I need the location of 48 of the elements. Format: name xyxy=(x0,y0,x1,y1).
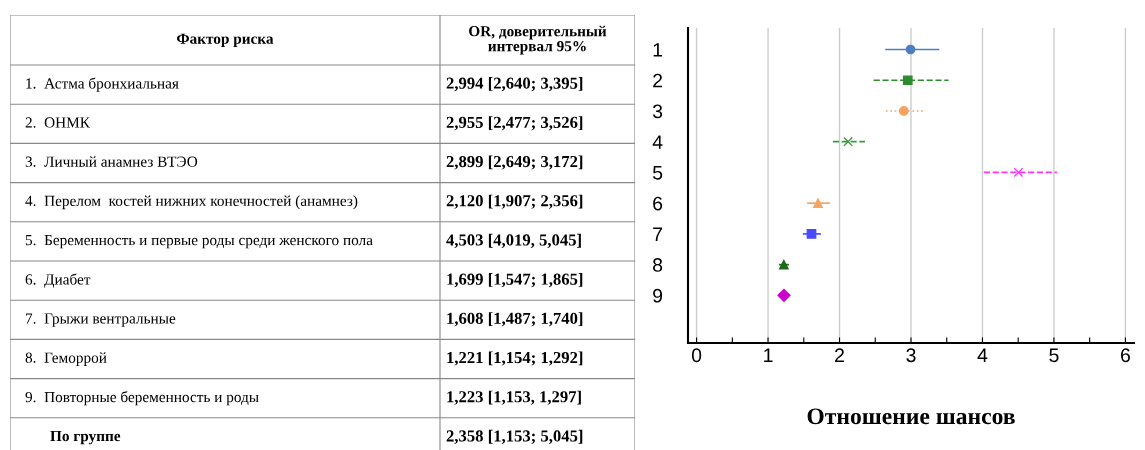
text: 5. Беременность и первые роды среди женского пола xyxy=(25,235,373,249)
y-tick-label: 9 xyxy=(653,288,663,303)
text: 6. Диабет xyxy=(25,273,91,288)
y-tick-label: 7 xyxy=(653,227,663,241)
y-tick-label: 1 xyxy=(653,43,663,57)
text: 4. Перелом костей нижних конечностей (анамнез) xyxy=(25,195,358,210)
text: 1,223 [1,153, 1,297] xyxy=(447,390,581,405)
text: 2,899 [2,649; 3,172] xyxy=(446,155,583,170)
text: 2. ОНМК xyxy=(25,117,90,128)
text: 2,358 [1,153; 5,045] xyxy=(446,429,583,444)
x-tick-label: 0 xyxy=(691,348,702,363)
x-tick-label: 6 xyxy=(1121,348,1130,363)
point xyxy=(813,198,823,209)
text: 8. Геморрой xyxy=(25,352,107,366)
point xyxy=(806,229,817,239)
text: 4,503 [4,019, 5,045] xyxy=(446,233,581,248)
text: 1,608 [1,487; 1,740] xyxy=(447,312,583,327)
x-tick-label: 3 xyxy=(906,348,916,363)
text: 1,699 [1,547; 1,865] xyxy=(447,273,583,288)
y-tick-label: 5 xyxy=(652,166,663,180)
point xyxy=(778,259,789,270)
x-tick-label: 5 xyxy=(1049,348,1059,363)
x-tick-label: 4 xyxy=(977,348,988,362)
point xyxy=(898,106,909,116)
y-tick-label: 8 xyxy=(653,258,663,272)
text: 2,120 [1,907; 2,356] xyxy=(446,194,583,209)
y-tick-label: 2 xyxy=(653,73,663,88)
text: 2,955 [2,477; 3,526] xyxy=(446,116,583,131)
x-tick-label: 2 xyxy=(835,348,844,362)
y-tick-label: 3 xyxy=(652,104,663,119)
text: 7. Грыжи вентральные xyxy=(26,313,176,327)
text: Фактор риска xyxy=(177,33,274,47)
point xyxy=(902,75,913,86)
point xyxy=(843,136,853,147)
text: 3. Личный анамнез ВТЭО xyxy=(25,156,198,167)
text: 2,994 [2,640; 3,395] xyxy=(446,77,583,92)
text: 1,221 [1,154; 1,292] xyxy=(447,351,583,366)
point xyxy=(905,44,916,55)
x-tick-label: 1 xyxy=(764,348,773,362)
y-tick-label: 4 xyxy=(652,135,663,149)
point xyxy=(1013,167,1024,178)
text: OR, доверительный интервал 95% xyxy=(469,25,607,55)
text: По группе xyxy=(50,431,121,445)
text: 1. Астма бронхиальная xyxy=(26,77,179,92)
text: 9. Повторные беременность и роды xyxy=(25,391,259,406)
x-axis-title: Отношение шансов xyxy=(807,408,1015,425)
point xyxy=(777,288,791,302)
y-tick-label: 6 xyxy=(653,196,663,211)
